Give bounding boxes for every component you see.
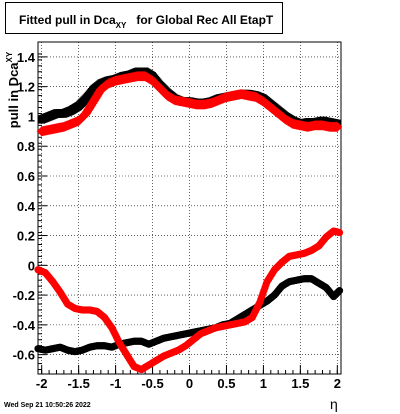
y-tick-label: -0.2 [13, 288, 35, 303]
x-tick-label: -1 [110, 376, 122, 391]
y-tick-label: -0.6 [13, 348, 35, 363]
x-tick-label: 1 [260, 376, 267, 391]
x-tick-label: 0.5 [217, 376, 235, 391]
data-point [335, 228, 344, 237]
y-tick-label: 1 [28, 109, 35, 124]
data-point [335, 287, 344, 295]
y-axis-label: pull in DcaXY [5, 51, 21, 129]
axis-ticks [38, 53, 338, 374]
x-tick-label: -0.5 [141, 376, 163, 391]
y-tick-label: 0 [28, 258, 35, 273]
tick-labels: -2 -1.5 -1 -0.5 0 0.5 1 1.5 2 -0.6 -0.4 -0.2 0 0.2 0.4… [13, 50, 341, 391]
y-tick-label: 0.8 [17, 139, 35, 154]
timestamp: Wed Sep 21 10:50:26 2022 [4, 402, 91, 409]
y-tick-label: -0.4 [13, 318, 36, 333]
x-axis-label: η [330, 396, 338, 412]
title-box: Fitted pull in DcaXY for Global Rec All E… [5, 2, 283, 34]
x-tick-label: 0 [186, 376, 193, 391]
data-points [34, 67, 344, 374]
chart-title: Fitted pull in DcaXY for Global Rec All E… [19, 13, 274, 30]
y-tick-label: 1.4 [17, 50, 36, 65]
y-tick-label: 0.2 [17, 229, 35, 244]
x-tick-label: -1.5 [67, 376, 89, 391]
x-tick-label: -2 [36, 376, 48, 391]
y-tick-label: 1.2 [17, 80, 35, 95]
data-series [34, 275, 344, 356]
x-tick-label: 2 [334, 376, 341, 391]
x-tick-label: 1.5 [291, 376, 309, 391]
data-series [36, 71, 343, 137]
data-series [34, 227, 344, 374]
y-tick-label: 0.4 [17, 199, 36, 214]
y-tick-label: 0.6 [17, 169, 35, 184]
y-axis-label-wrap: pull in DcaXY [2, 45, 24, 135]
